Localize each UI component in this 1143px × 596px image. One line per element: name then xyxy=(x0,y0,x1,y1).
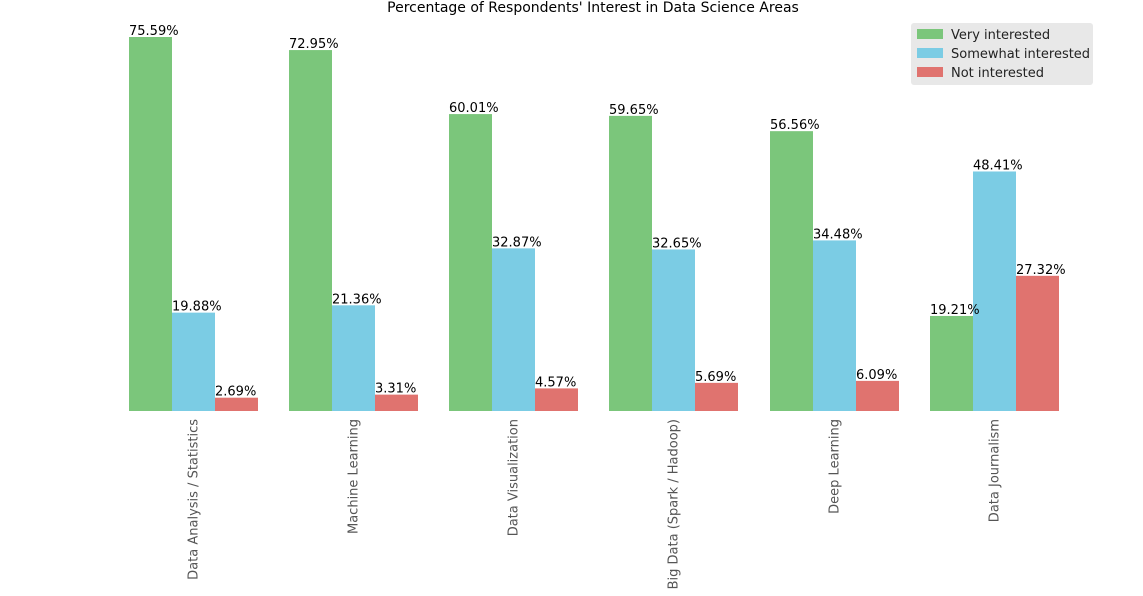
legend-label-very-interested: Very interested xyxy=(951,28,1050,43)
legend-frame xyxy=(911,23,1093,85)
value-label-machine-learning-somewhat-interested: 21.36% xyxy=(332,292,382,307)
bar-data-journalism-somewhat-interested xyxy=(973,171,1016,411)
value-labels-group: 75.59% 19.88% 2.69% 72.95% 21.36% 3.31% 60.01%… xyxy=(129,24,1066,400)
legend-label-not-interested: Not interested xyxy=(951,66,1044,81)
legend-label-somewhat-interested: Somewhat interested xyxy=(951,47,1090,62)
value-label-machine-learning-not-interested: 3.31% xyxy=(375,382,416,397)
x-tick-label-data-analysis-statistics: Data Analysis / Statistics xyxy=(187,419,202,580)
bar-big-data-spark-hadoop-not-interested xyxy=(695,382,738,411)
bar-big-data-spark-hadoop-somewhat-interested xyxy=(652,249,695,411)
bars-group xyxy=(129,37,1059,412)
value-label-data-analysis-statistics-not-interested: 2.69% xyxy=(215,385,256,400)
legend-swatch-very-interested xyxy=(917,29,943,39)
bar-data-analysis-statistics-not-interested xyxy=(215,397,258,411)
x-tick-label-machine-learning: Machine Learning xyxy=(347,419,362,534)
value-label-deep-learning-somewhat-interested: 34.48% xyxy=(813,227,863,242)
value-label-big-data-spark-hadoop-very-interested: 59.65% xyxy=(609,103,659,118)
bar-machine-learning-somewhat-interested xyxy=(332,305,375,411)
value-label-data-journalism-not-interested: 27.32% xyxy=(1016,263,1066,278)
chart-title: Percentage of Respondents' Interest in D… xyxy=(387,0,799,16)
value-label-big-data-spark-hadoop-somewhat-interested: 32.65% xyxy=(652,236,702,251)
legend-swatch-somewhat-interested xyxy=(917,48,943,58)
bar-machine-learning-very-interested xyxy=(289,50,332,412)
value-label-data-visualization-not-interested: 4.57% xyxy=(535,375,576,390)
legend-swatch-not-interested xyxy=(917,67,943,77)
x-tick-label-deep-learning: Deep Learning xyxy=(828,419,843,514)
value-label-machine-learning-very-interested: 72.95% xyxy=(289,37,339,52)
value-label-data-analysis-statistics-very-interested: 75.59% xyxy=(129,24,179,39)
bar-data-journalism-not-interested xyxy=(1016,275,1059,411)
value-label-deep-learning-very-interested: 56.56% xyxy=(770,118,820,133)
value-label-big-data-spark-hadoop-not-interested: 5.69% xyxy=(695,370,736,385)
bar-data-analysis-statistics-somewhat-interested xyxy=(172,312,215,411)
value-label-data-visualization-very-interested: 60.01% xyxy=(449,101,499,116)
value-label-data-journalism-very-interested: 19.21% xyxy=(930,303,980,318)
value-label-data-analysis-statistics-somewhat-interested: 19.88% xyxy=(172,300,222,315)
bar-data-visualization-very-interested xyxy=(449,114,492,411)
bar-machine-learning-not-interested xyxy=(375,394,418,411)
x-tick-label-data-visualization: Data Visualization xyxy=(507,419,522,536)
x-tick-label-big-data-spark-hadoop: Big Data (Spark / Hadoop) xyxy=(667,419,682,589)
bar-deep-learning-very-interested xyxy=(770,131,813,411)
bar-data-visualization-somewhat-interested xyxy=(492,248,535,411)
legend: Very interested Somewhat interested Not … xyxy=(911,23,1093,85)
bar-data-journalism-very-interested xyxy=(930,315,973,411)
bar-data-visualization-not-interested xyxy=(535,388,578,411)
value-label-deep-learning-not-interested: 6.09% xyxy=(856,368,897,383)
bar-deep-learning-somewhat-interested xyxy=(813,240,856,411)
value-label-data-journalism-somewhat-interested: 48.41% xyxy=(973,158,1023,173)
x-tick-labels-group: Data Analysis / Statistics Machine Learni… xyxy=(187,419,1003,590)
x-tick-label-data-journalism: Data Journalism xyxy=(988,419,1003,522)
bar-big-data-spark-hadoop-very-interested xyxy=(609,115,652,412)
bar-data-analysis-statistics-very-interested xyxy=(129,37,172,411)
value-label-data-visualization-somewhat-interested: 32.87% xyxy=(492,235,542,250)
bar-deep-learning-not-interested xyxy=(856,380,899,411)
